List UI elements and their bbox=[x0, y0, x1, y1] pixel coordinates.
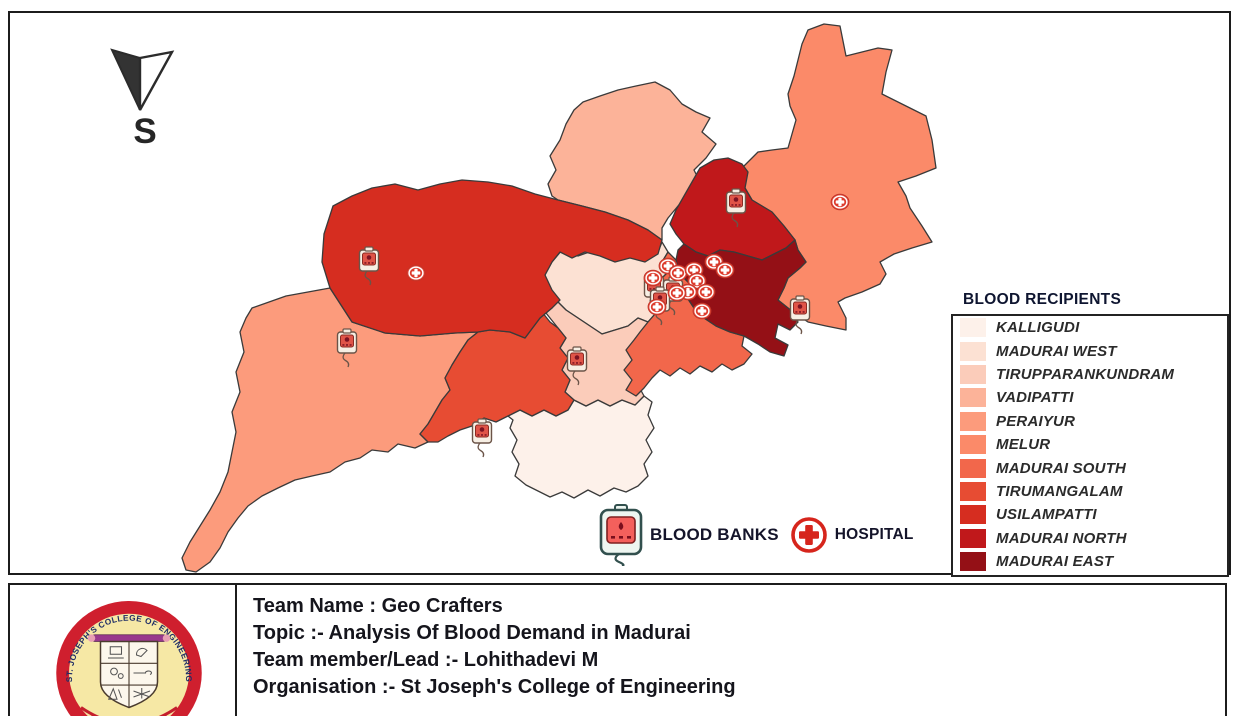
region-usilampatti bbox=[321, 179, 663, 339]
legend-row-usilampatti: USILAMPATTI bbox=[953, 503, 1227, 526]
legend-row-tirumangalam: TIRUMANGALAM bbox=[953, 480, 1227, 503]
hospital-marker-icon bbox=[715, 261, 735, 279]
legend-row-madurai-west: MADURAI WEST bbox=[953, 339, 1227, 362]
legend-row-melur: MELUR bbox=[953, 433, 1227, 456]
hospital-marker-icon bbox=[647, 298, 667, 316]
hospital-key-label: HOSPITAL bbox=[834, 526, 914, 543]
legend-row-madurai-south: MADURAI SOUTH bbox=[953, 456, 1227, 479]
blood-bank-icon bbox=[599, 504, 643, 566]
region-melur bbox=[737, 23, 937, 331]
legend-label: MADURAI SOUTH bbox=[996, 459, 1127, 477]
hospital-marker-icon bbox=[667, 284, 687, 302]
legend-swatch bbox=[960, 552, 986, 572]
legend-swatch bbox=[960, 318, 986, 338]
map-symbol-key: BLOOD BANKS HOSPITAL bbox=[598, 504, 914, 566]
blood-bank-marker-icon bbox=[471, 418, 493, 458]
team-name-line: Team Name : Geo Crafters bbox=[253, 595, 503, 617]
compass-south-label: S bbox=[133, 112, 156, 151]
blood-bank-marker-icon bbox=[789, 295, 811, 335]
region-tirumangalam bbox=[419, 307, 575, 443]
attribution-footer: ST. JOSEPH'S COLLEGE OF ENGINEERING bbox=[8, 583, 1227, 716]
organisation-line: Organisation :- St Joseph's College of E… bbox=[253, 676, 736, 698]
hospital-icon bbox=[790, 517, 827, 553]
college-logo-cell: ST. JOSEPH'S COLLEGE OF ENGINEERING bbox=[10, 585, 237, 716]
hospital-marker-icon bbox=[643, 269, 663, 287]
college-logo: ST. JOSEPH'S COLLEGE OF ENGINEERING bbox=[56, 601, 202, 716]
south-compass: S bbox=[110, 48, 175, 151]
hospital-marker-icon bbox=[696, 283, 716, 301]
legend-swatch bbox=[960, 388, 986, 408]
blood-recipients-legend: KALLIGUDI MADURAI WEST TIRUPPARANKUNDRAM VA… bbox=[951, 314, 1229, 577]
legend-label: VADIPATTI bbox=[996, 389, 1074, 407]
legend-row-kalligudi: KALLIGUDI bbox=[953, 316, 1227, 339]
compass-arrow-left-icon bbox=[110, 48, 141, 111]
region-vadipatti bbox=[547, 81, 717, 241]
legend-swatch bbox=[960, 364, 986, 384]
hospital-marker-icon bbox=[692, 302, 712, 320]
legend-label: TIRUPPARANKUNDRAM bbox=[996, 365, 1175, 383]
compass-arrow-right-icon bbox=[138, 50, 175, 111]
legend-row-madurai-east: MADURAI EAST bbox=[953, 550, 1227, 573]
legend-label: PERAIYUR bbox=[996, 412, 1076, 430]
legend-row-madurai-north: MADURAI NORTH bbox=[953, 527, 1227, 550]
legend-swatch bbox=[960, 435, 986, 455]
legend-label: USILAMPATTI bbox=[996, 506, 1097, 524]
legend-label: MADURAI WEST bbox=[996, 342, 1117, 360]
legend-row-peraiyur: PERAIYUR bbox=[953, 410, 1227, 433]
regions-layer bbox=[181, 23, 937, 573]
team-member-line: Team member/Lead :- Lohithadevi M bbox=[253, 649, 599, 671]
team-info: Team Name : Geo Crafters Topic :- Analys… bbox=[237, 585, 1225, 716]
legend-label: TIRUMANGALAM bbox=[996, 482, 1123, 500]
legend-swatch bbox=[960, 481, 986, 501]
blood-banks-key-label: BLOOD BANKS bbox=[650, 525, 779, 544]
legend-swatch bbox=[960, 458, 986, 478]
legend-row-vadipatti: VADIPATTI bbox=[953, 386, 1227, 409]
legend-label: MELUR bbox=[996, 436, 1051, 454]
legend-swatch bbox=[960, 505, 986, 525]
hospital-marker-icon bbox=[406, 264, 426, 282]
region-madurai-east bbox=[675, 239, 807, 357]
topic-line: Topic :- Analysis Of Blood Demand in Mad… bbox=[253, 622, 691, 644]
legend-row-tirupparankundram: TIRUPPARANKUNDRAM bbox=[953, 363, 1227, 386]
legend-label: MADURAI EAST bbox=[996, 553, 1114, 571]
legend-title: BLOOD RECIPIENTS bbox=[963, 291, 1122, 308]
legend-label: MADURAI NORTH bbox=[996, 529, 1127, 547]
hospital-marker-icon bbox=[668, 264, 688, 282]
hospital-marker-icon bbox=[830, 193, 850, 211]
legend-swatch bbox=[960, 341, 986, 361]
legend-swatch bbox=[960, 411, 986, 431]
legend-label: KALLIGUDI bbox=[996, 319, 1080, 337]
legend-swatch bbox=[960, 528, 986, 548]
